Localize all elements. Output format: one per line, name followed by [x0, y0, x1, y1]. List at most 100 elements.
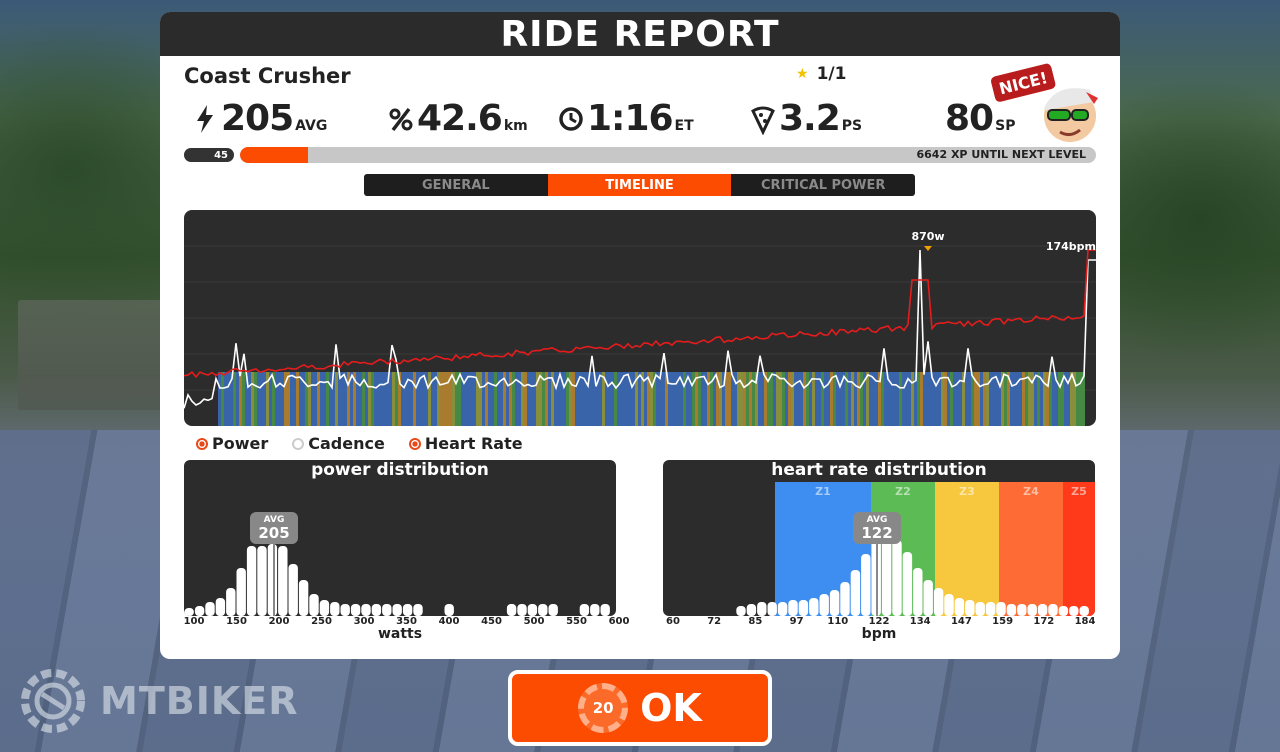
- timeline-zone-bar: [248, 372, 251, 426]
- timeline-zone-bar: [323, 372, 326, 426]
- timeline-zone-bar: [554, 372, 557, 426]
- timeline-zone-bar: [644, 372, 647, 426]
- timeline-zone-bar: [719, 372, 722, 426]
- timeline-legend: Power Cadence Heart Rate: [196, 434, 523, 453]
- hr-histogram-bar: [1079, 606, 1089, 616]
- power-tick-label: 600: [608, 616, 630, 627]
- power-histogram-bar: [226, 588, 236, 616]
- timeline-zone-bar: [329, 372, 332, 426]
- timeline-zone-bar: [542, 372, 545, 426]
- legend-cadence[interactable]: Cadence: [292, 434, 385, 453]
- timeline-zone-bar: [308, 372, 311, 426]
- hr-histogram-bar: [746, 604, 757, 616]
- timeline-zone-bar: [980, 372, 983, 426]
- power-histogram-bar: [590, 604, 600, 616]
- xp-progress-fill: [240, 147, 309, 163]
- timeline-zone-bar: [881, 372, 884, 426]
- background-house: [18, 300, 168, 410]
- timeline-zone-bar: [890, 372, 893, 426]
- timeline-zone-bar: [893, 372, 896, 426]
- timeline-zone-bar: [512, 372, 515, 426]
- hr-tick-label: 72: [707, 616, 722, 627]
- timeline-svg: 870w 174bpm: [184, 230, 1096, 426]
- timeline-zone-bar: [704, 372, 707, 426]
- timeline-zone-bar: [1007, 372, 1010, 426]
- timeline-zone-bar: [848, 372, 851, 426]
- ok-button-label: OK: [640, 686, 702, 730]
- hr-avg-tag-label: AVG: [867, 515, 888, 525]
- timeline-zone-bar: [1037, 372, 1040, 426]
- timeline-zone-bar: [578, 372, 581, 426]
- tab-timeline[interactable]: TIMELINE: [547, 174, 732, 196]
- hr-histogram-bar: [892, 540, 902, 616]
- timeline-zone-bar: [1046, 372, 1049, 426]
- hr-histogram-bar: [767, 602, 777, 616]
- timeline-zone-bar: [593, 372, 596, 426]
- hr-tick-label: 60: [666, 616, 680, 627]
- timeline-zone-bar: [758, 372, 761, 426]
- timeline-zone-bar: [344, 372, 347, 426]
- legend-cadence-label: Cadence: [308, 434, 385, 453]
- stat-power: 205 AVG: [192, 98, 327, 139]
- timeline-zone-bar: [305, 372, 308, 426]
- timeline-zone-bar: [317, 372, 320, 426]
- legend-heart-rate[interactable]: Heart Rate: [408, 434, 523, 453]
- timeline-zone-bar: [803, 372, 806, 426]
- countdown-ring-icon: 20: [578, 683, 629, 733]
- timeline-zone-bar: [785, 372, 788, 426]
- timeline-zone-bar: [590, 372, 593, 426]
- timeline-zone-bar: [863, 372, 866, 426]
- power-histogram-bar: [298, 580, 309, 616]
- power-tick-label: 450: [481, 616, 502, 627]
- timeline-zone-bar: [239, 372, 242, 426]
- ok-button[interactable]: 20 OK: [508, 670, 772, 746]
- timeline-zone-bar: [539, 372, 542, 426]
- timeline-zone-bar: [935, 372, 938, 426]
- timeline-zone-bar: [695, 372, 698, 426]
- timeline-zone-bar: [722, 372, 725, 426]
- timeline-zone-bar: [896, 372, 899, 426]
- ride-report-panel: RIDE REPORT Coast Crusher ★ 1/1 205 AVG …: [160, 12, 1120, 659]
- timeline-zone-bar: [638, 372, 641, 426]
- power-avg-value: 205: [258, 524, 289, 542]
- timeline-zone-bar: [374, 372, 377, 426]
- timeline-zone-bar: [665, 372, 668, 426]
- timeline-zone-bar: [341, 372, 344, 426]
- power-avg-tag: [250, 512, 298, 544]
- power-tick-label: 100: [183, 616, 205, 627]
- timeline-zone-bar: [623, 372, 626, 426]
- timeline-zone-bar: [1025, 372, 1028, 426]
- hr-histogram-bar: [996, 602, 1006, 616]
- timeline-zone-bar: [740, 372, 743, 426]
- timeline-zone-bar: [449, 372, 452, 426]
- legend-power[interactable]: Power: [196, 434, 268, 453]
- timeline-zone-bar: [1019, 372, 1022, 426]
- timeline-zone-bar: [284, 372, 287, 426]
- timeline-zone-bar: [674, 372, 677, 426]
- power-tick-label: 500: [523, 616, 545, 627]
- timeline-zone-bar: [380, 372, 383, 426]
- peak-hr-label: 174bpm: [1046, 240, 1096, 253]
- tab-general[interactable]: GENERAL: [422, 177, 490, 193]
- timeline-zone-bar: [656, 372, 659, 426]
- timeline-zone-bar: [1004, 372, 1007, 426]
- timeline-zone-bar: [737, 372, 740, 426]
- timeline-zone-bar: [1055, 372, 1058, 426]
- hr-distribution-xlabel: bpm: [861, 626, 897, 642]
- tab-critical-power[interactable]: CRITICAL POWER: [761, 177, 886, 193]
- timeline-zone-bar: [830, 372, 833, 426]
- pizza-icon: [751, 106, 775, 135]
- timeline-zone-bar: [545, 372, 548, 426]
- timeline-zone-bar: [1040, 372, 1043, 426]
- power-histogram-bar: [444, 604, 454, 616]
- timeline-zone-bar: [392, 372, 395, 426]
- timeline-zone-bar: [701, 372, 704, 426]
- timeline-zone-bar: [458, 372, 461, 426]
- timeline-zone-bar: [965, 372, 968, 426]
- timeline-chart[interactable]: 870w 174bpm: [184, 210, 1096, 426]
- timeline-zone-bar: [707, 372, 710, 426]
- power-histogram-bar: [278, 546, 288, 616]
- timeline-zone-bar: [314, 372, 317, 426]
- hr-histogram-bar: [809, 598, 819, 616]
- hr-histogram-bar: [819, 594, 829, 616]
